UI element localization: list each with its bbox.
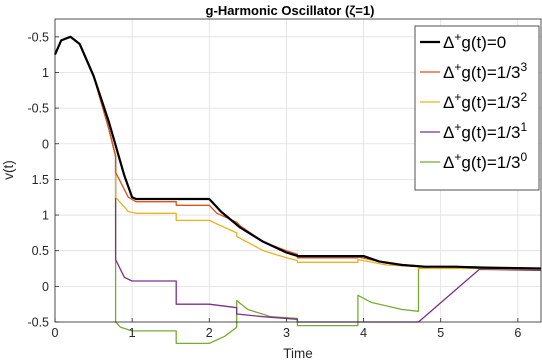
- series-layer: [53, 35, 542, 345]
- y-tick-label: 0: [42, 137, 49, 151]
- legend-entry[interactable]: Δ+g(t)=1/31: [443, 120, 527, 142]
- legend-name-prefix: Δ: [443, 63, 454, 82]
- legend-name-prefix: Δ: [443, 33, 454, 52]
- legend-name-sup2: 2: [520, 90, 527, 104]
- legend-entry[interactable]: Δ+g(t)=1/32: [443, 90, 527, 112]
- y-tick-label: 0.5: [32, 244, 49, 258]
- y-tick-label: 1.5: [32, 173, 49, 187]
- y-axis-label: v(t): [1, 160, 16, 180]
- legend-name-sup1: +: [454, 150, 461, 164]
- ticks: 0 1 2 3 4 5 6-0.500.511.50-0.51-0.5: [27, 30, 521, 340]
- x-tick-label: 1: [129, 326, 136, 340]
- x-tick-label: 3: [283, 326, 290, 340]
- legend-name-mid: g(t)=1/3: [461, 123, 520, 142]
- y-tick-label: 1: [42, 66, 49, 80]
- legend-name-sup1: +: [454, 60, 461, 74]
- legend-entry[interactable]: Δ+g(t)=0: [443, 30, 506, 52]
- legend-name-mid: g(t)=1/3: [461, 63, 520, 82]
- legend-name-prefix: Δ: [443, 153, 454, 172]
- legend-name-sup1: +: [454, 90, 461, 104]
- legend-name-mid: g(t)=1/3: [461, 93, 520, 112]
- x-axis-label: Time: [283, 346, 313, 361]
- series-line-0: [53, 35, 542, 270]
- x-tick-label: 5: [437, 326, 444, 340]
- y-tick-label: -0.5: [27, 102, 49, 116]
- plot-frame: [54, 18, 542, 323]
- y-tick-label: -0.5: [27, 30, 49, 44]
- x-tick-label: 0: [52, 326, 59, 340]
- legend-name-sup2: 1: [520, 120, 527, 134]
- y-tick-label: 1: [42, 209, 49, 223]
- legend[interactable]: Δ+g(t)=0Δ+g(t)=1/33Δ+g(t)=1/32Δ+g(t)=1/3…: [414, 25, 540, 191]
- legend-name-mid: g(t)=0: [461, 33, 506, 52]
- chart-title: g-Harmonic Oscillator (ζ=1): [206, 3, 375, 18]
- legend-name-sup1: +: [454, 120, 461, 134]
- legend-entry[interactable]: Δ+g(t)=1/30: [443, 150, 527, 172]
- x-tick-label: 2: [206, 326, 213, 340]
- legend-name-sup1: +: [454, 30, 461, 44]
- legend-name-prefix: Δ: [443, 93, 454, 112]
- legend-name-mid: g(t)=1/3: [461, 153, 520, 172]
- legend-entry[interactable]: Δ+g(t)=1/33: [443, 60, 527, 82]
- legend-box: [414, 25, 540, 191]
- legend-name-prefix: Δ: [443, 123, 454, 142]
- x-tick-label: 4: [360, 326, 367, 340]
- x-tick-label: 6: [514, 326, 521, 340]
- y-tick-label: -0.5: [27, 316, 49, 330]
- legend-name-sup2: 0: [520, 150, 527, 164]
- y-tick-label: 0: [42, 280, 49, 294]
- legend-name-sup2: 3: [520, 60, 527, 74]
